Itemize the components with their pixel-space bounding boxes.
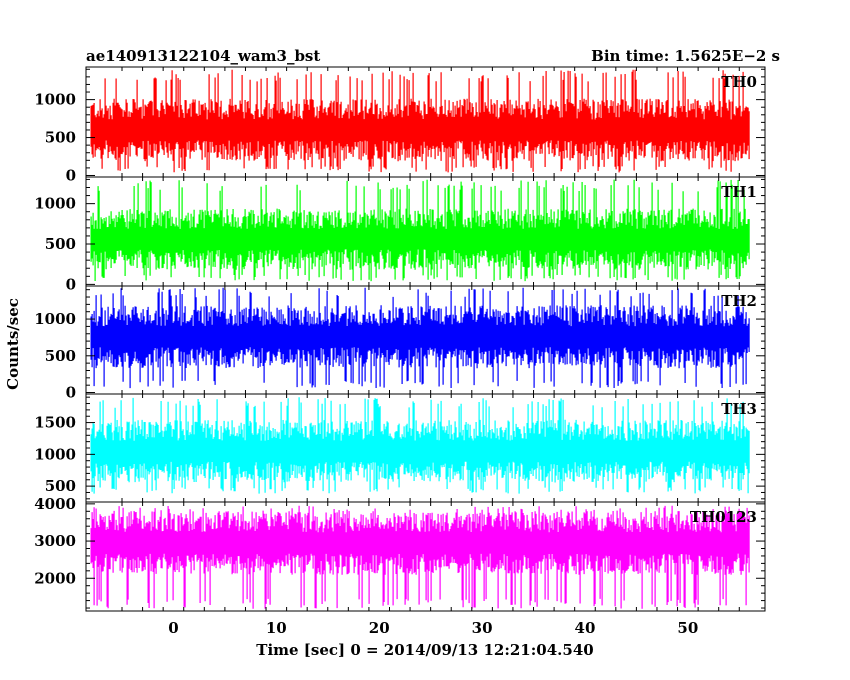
series-th1 bbox=[90, 179, 750, 282]
series-th3 bbox=[90, 397, 750, 494]
y-tick-label: 500 bbox=[45, 235, 76, 253]
x-tick-label: 40 bbox=[575, 619, 596, 637]
series-band bbox=[90, 69, 750, 173]
x-axis-label: Time [sec] 0 = 2014/09/13 12:21:04.540 bbox=[256, 641, 593, 659]
series-band bbox=[90, 397, 750, 494]
series-th2 bbox=[90, 287, 750, 389]
y-tick-label: 0 bbox=[66, 384, 76, 402]
series-th0123 bbox=[90, 505, 750, 609]
y-tick-label: 500 bbox=[45, 477, 76, 495]
y-tick-label: 1500 bbox=[34, 414, 76, 432]
y-tick-label: 500 bbox=[45, 347, 76, 365]
series-th0 bbox=[90, 69, 750, 173]
panel-label: TH2 bbox=[721, 292, 757, 310]
x-tick-label: 50 bbox=[677, 619, 698, 637]
series-band bbox=[90, 179, 750, 282]
panels-group: 05001000TH005001000TH105001000TH25001000… bbox=[34, 66, 766, 637]
y-tick-label: 500 bbox=[45, 129, 76, 147]
y-tick-label: 1000 bbox=[34, 195, 76, 213]
panel-frame bbox=[85, 501, 766, 612]
x-tick-label: 10 bbox=[266, 619, 287, 637]
panel-th2: 0 500 1000 TH2 bbox=[34, 285, 766, 402]
x-tick-label: 0 bbox=[168, 619, 178, 637]
x-tick-label: 30 bbox=[472, 619, 493, 637]
y-tick-label: 3000 bbox=[34, 532, 76, 550]
chart-title-right: Bin time: 1.5625E−2 s bbox=[591, 47, 780, 65]
y-tick-label: 1000 bbox=[34, 445, 76, 463]
panel-th0: 0 500 1000 TH0 bbox=[34, 66, 766, 184]
y-tick-label: 4000 bbox=[34, 495, 76, 513]
panel-label: TH0 bbox=[721, 73, 757, 91]
panel-label: TH1 bbox=[721, 183, 757, 201]
series-band bbox=[90, 505, 750, 609]
y-tick-label: 0 bbox=[66, 166, 76, 184]
panel-th3: 500 1000 1500 TH3 bbox=[34, 393, 766, 503]
y-tick-label: 1000 bbox=[34, 310, 76, 328]
series-band bbox=[90, 287, 750, 389]
y-axis-label: Counts/sec bbox=[4, 298, 22, 390]
y-tick-label: 1000 bbox=[34, 91, 76, 109]
panel-label: TH0123 bbox=[690, 508, 757, 526]
x-tick-label: 20 bbox=[369, 619, 390, 637]
y-tick-label: 0 bbox=[66, 275, 76, 293]
chart-title-left: ae140913122104_wam3_bst bbox=[86, 47, 320, 65]
panel-th0123: 2000 3000 4000 TH0123 bbox=[34, 495, 766, 612]
panel-label: TH3 bbox=[721, 400, 757, 418]
panel-th1: 0 500 1000 TH1 bbox=[34, 176, 766, 293]
y-tick-label: 2000 bbox=[34, 569, 76, 587]
